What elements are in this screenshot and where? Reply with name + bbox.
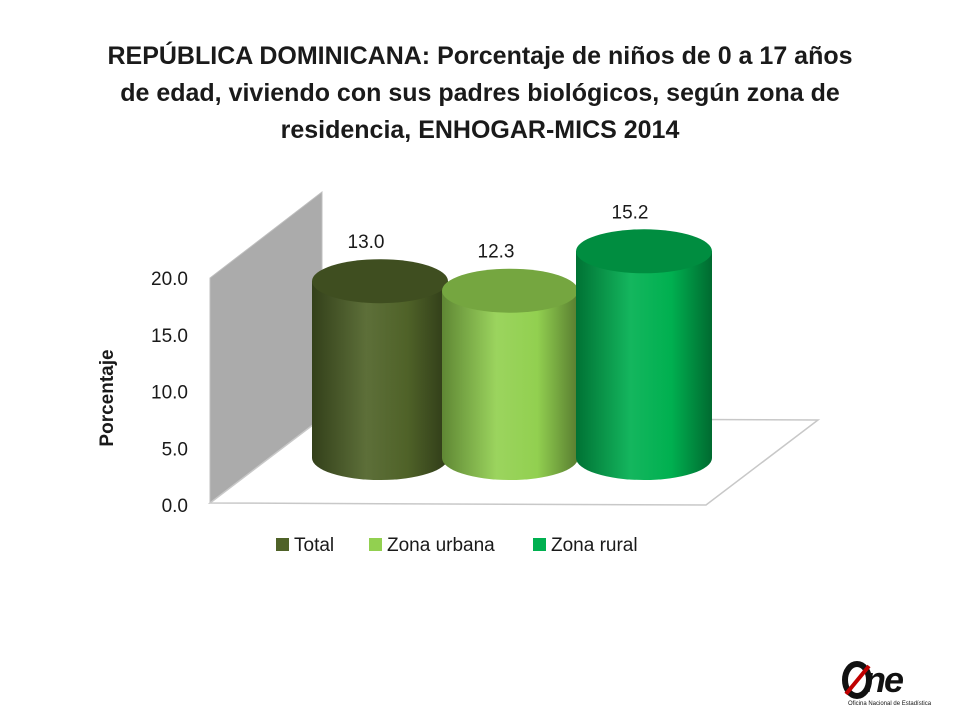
- legend-swatch: [276, 538, 289, 551]
- title-line-3: residencia, ENHOGAR-MICS 2014: [280, 116, 680, 144]
- y-axis-ticks: 0.0 5.0 10.0 15.0 20.0: [151, 269, 188, 517]
- data-label: 15.2: [612, 202, 649, 223]
- data-labels: 13.0 12.3 15.2: [348, 202, 649, 262]
- bar-top: [442, 268, 578, 313]
- y-tick-label: 10.0: [151, 383, 188, 404]
- chart-title: REPÚBLICA DOMINICANA: Porcentaje de niño…: [60, 38, 900, 149]
- legend-swatch: [369, 538, 382, 551]
- title-line-1: REPÚBLICA DOMINICANA: Porcentaje de niño…: [107, 42, 853, 70]
- bars: [312, 229, 712, 480]
- y-tick-label: 20.0: [151, 269, 188, 290]
- y-tick-label: 15.0: [151, 326, 188, 347]
- title-line-2: de edad, viviendo con sus padres biológi…: [120, 79, 840, 107]
- legend: Total Zona urbana Zona rural: [276, 535, 638, 556]
- legend-label: Zona urbana: [387, 535, 495, 556]
- bar-zona-urbana: [442, 290, 578, 480]
- logo-text: ne: [864, 659, 904, 700]
- logo-o-icon: [842, 661, 872, 699]
- data-label: 13.0: [348, 232, 385, 253]
- legend-label: Zona rural: [551, 535, 638, 556]
- one-logo: ne Oficina Nacional de Estadística: [842, 660, 938, 712]
- bar-top: [576, 229, 712, 274]
- bar-zona-rural: [576, 251, 712, 480]
- y-tick-label: 5.0: [162, 439, 188, 460]
- logo-subtitle: Oficina Nacional de Estadística: [848, 701, 932, 707]
- bar-top: [312, 259, 448, 304]
- y-tick-label: 0.0: [162, 496, 188, 517]
- bar-total: [312, 281, 448, 480]
- legend-swatch: [533, 538, 546, 551]
- legend-label: Total: [294, 535, 334, 556]
- y-axis-label: Porcentaje: [97, 349, 118, 446]
- data-label: 12.3: [478, 242, 515, 263]
